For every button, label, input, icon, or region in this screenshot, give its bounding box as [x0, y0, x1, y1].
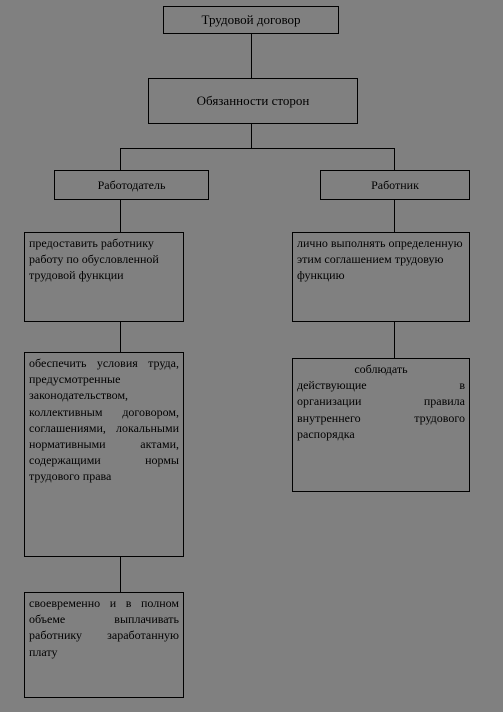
edge-hbar-employee-0: [394, 148, 395, 170]
edge-wrk1-wrk2-0: [394, 322, 395, 358]
node-label: Обязанности сторон: [153, 92, 353, 110]
node-label: Работник: [325, 177, 465, 193]
edge-employee-wrk1-0: [394, 200, 395, 232]
node-label: предоставить работнику работу по обуслов…: [29, 235, 179, 284]
node-n1: Обязанности сторон: [148, 78, 358, 124]
node-root: Трудовой договор: [163, 6, 339, 34]
diagram-canvas: Трудовой договор Обязанности сторон Работо…: [0, 0, 503, 712]
node-label: Работодатель: [59, 177, 204, 193]
node-emp2: обеспечить условия труда, предусмотренны…: [24, 352, 184, 557]
node-emp1: предоставить работнику работу по обуслов…: [24, 232, 184, 322]
edge-hbar-employer-0: [120, 148, 121, 170]
edge-emp2-emp3-0: [120, 557, 121, 592]
node-emp3: своевременно и в полном объеме выплачива…: [24, 592, 184, 698]
edge-emp1-emp2-0: [120, 322, 121, 352]
node-label: Трудовой договор: [168, 11, 334, 29]
edge-employer-emp1-0: [120, 200, 121, 232]
edge-n1-split-0: [251, 124, 252, 148]
node-label: соблюдатьдействующие ворганизации правил…: [297, 361, 465, 442]
node-employee: Работник: [320, 170, 470, 200]
node-label: лично выполнять определенную этим соглаш…: [297, 235, 465, 284]
node-wrk2: соблюдатьдействующие ворганизации правил…: [292, 358, 470, 492]
edge-split-hbar-0: [120, 148, 394, 149]
node-wrk1: лично выполнять определенную этим соглаш…: [292, 232, 470, 322]
node-employer: Работодатель: [54, 170, 209, 200]
node-label: обеспечить условия труда, предусмотренны…: [29, 355, 179, 485]
node-label: своевременно и в полном объеме выплачива…: [29, 595, 179, 660]
edge-root-n1-0: [251, 34, 252, 78]
